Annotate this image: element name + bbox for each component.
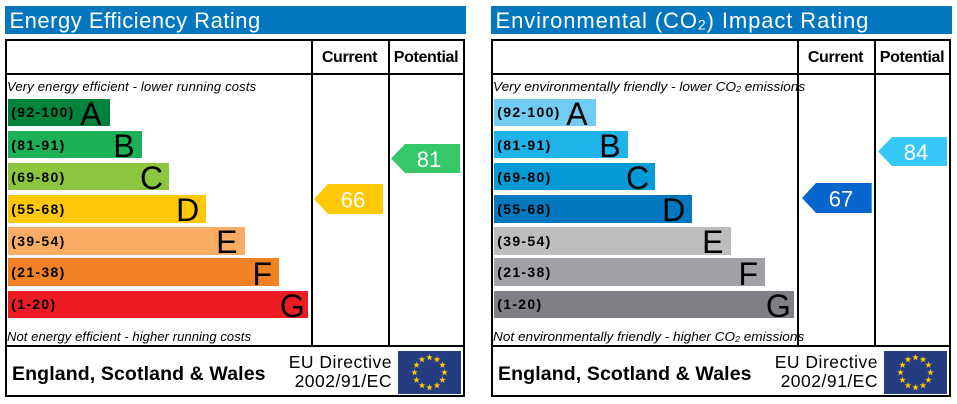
svg-text:66: 66 — [341, 187, 365, 212]
svg-text:81: 81 — [417, 147, 441, 172]
svg-text:67: 67 — [829, 186, 853, 211]
svg-text:84: 84 — [904, 140, 928, 165]
